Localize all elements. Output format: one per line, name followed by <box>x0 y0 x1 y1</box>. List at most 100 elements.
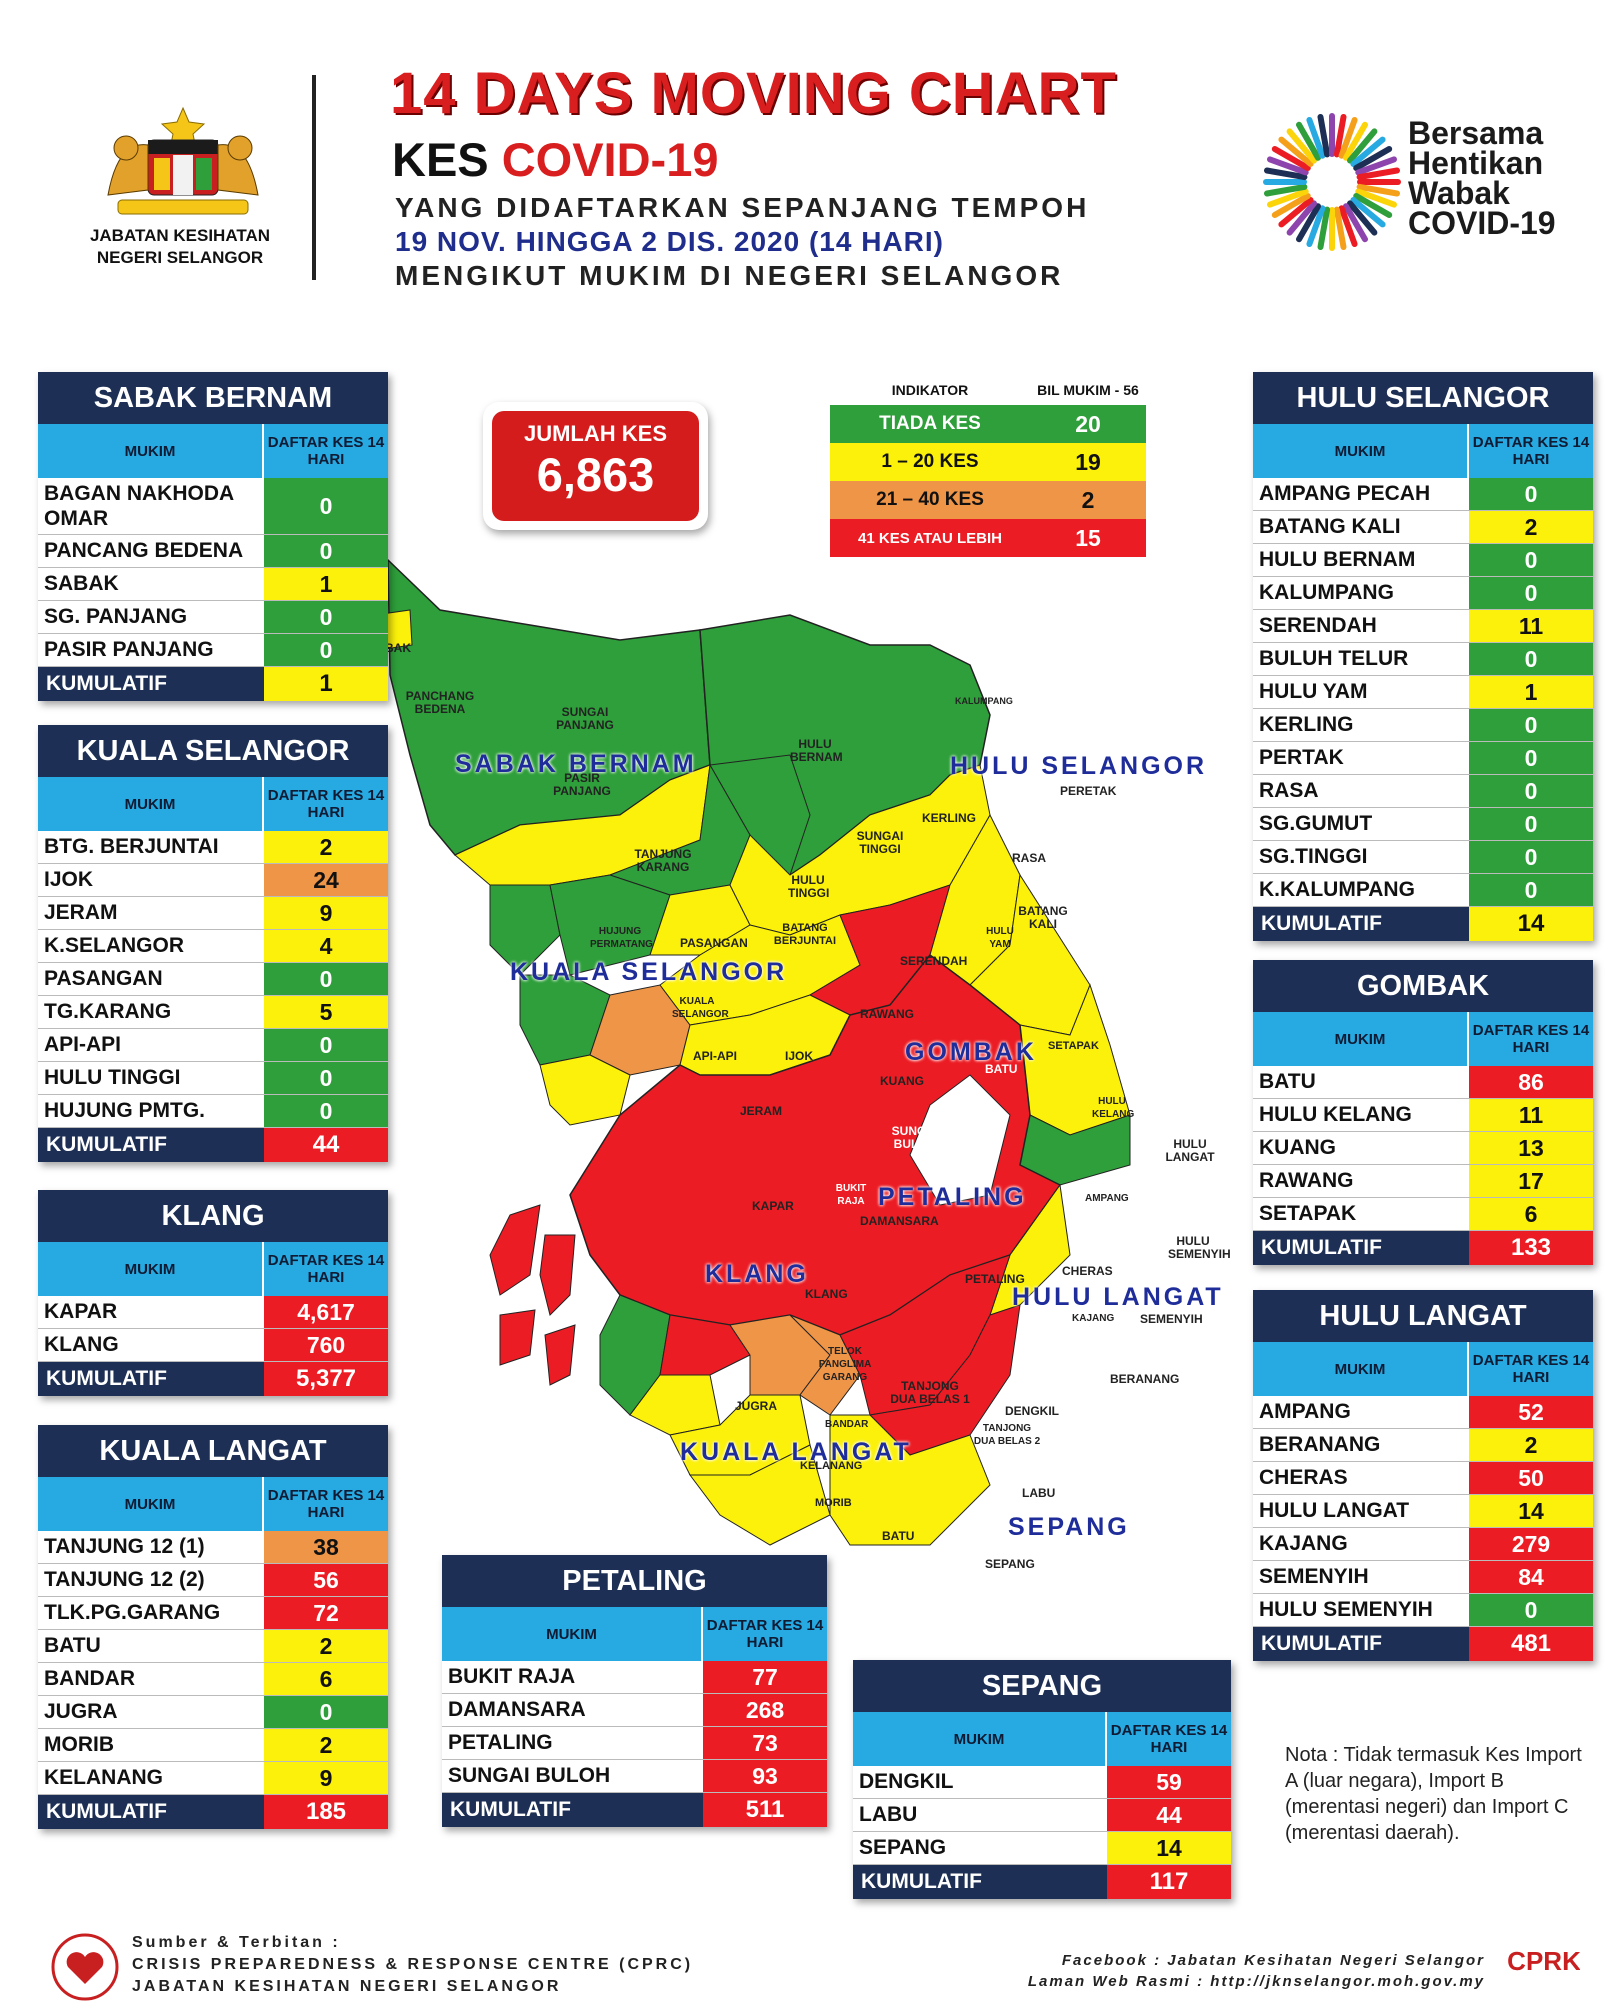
case-count: 0 <box>1469 841 1593 873</box>
column-mukim: MUKIM <box>38 1242 264 1296</box>
table-row: TANJUNG 12 (2) 56 <box>38 1564 388 1597</box>
table-row: SEMENYIH 84 <box>1253 1561 1593 1594</box>
table-row: IJOK 24 <box>38 864 388 897</box>
map-mukim-label: BATU <box>985 1062 1018 1076</box>
map-mukim-label: BAK <box>385 641 411 655</box>
case-count: 14 <box>1469 1495 1593 1527</box>
subtitle-kes: KES <box>392 133 489 186</box>
map-mukim-label: HULU BERNAM <box>790 737 843 764</box>
case-count: 9 <box>264 1762 388 1794</box>
district-title: KLANG <box>38 1190 388 1242</box>
district-table-hulu-langat: HULU LANGAT MUKIM DAFTAR KES 14 HARI AMPANG… <box>1253 1290 1593 1661</box>
mukim-name: SUNGAI BULOH <box>448 1764 611 1787</box>
mukim-name: MORIB <box>44 1733 114 1756</box>
table-row: BUKIT RAJA 77 <box>442 1661 827 1694</box>
mukim-name: API-API <box>44 1033 122 1056</box>
table-row: BATANG KALI 2 <box>1253 511 1593 544</box>
map-label-sabak-bernam: SABAK BERNAM <box>455 750 697 778</box>
table-row: BAGAN NAKHODA OMAR 0 <box>38 478 388 535</box>
period-dates: 19 NOV. HINGGA 2 DIS. 2020 (14 HARI) <box>395 226 944 257</box>
kumulatif-row: KUMULATIF 1 <box>38 667 388 701</box>
district-title: HULU LANGAT <box>1253 1290 1593 1342</box>
case-count: 93 <box>703 1760 827 1792</box>
case-count: 59 <box>1107 1766 1231 1798</box>
table-row: HULU LANGAT 14 <box>1253 1495 1593 1528</box>
map-mukim-label: HULU SEMENYIH <box>1168 1234 1231 1261</box>
table-row: PETALING 73 <box>442 1727 827 1760</box>
district-table-gombak: GOMBAK MUKIM DAFTAR KES 14 HARI BATU 86 HULU … <box>1253 960 1593 1265</box>
website-link[interactable]: Laman Web Rasmi : http://jknselangor.moh… <box>1027 1973 1485 1990</box>
contact-block: Facebook : Jabatan Kesihatan Negeri Sela… <box>935 1950 1485 1992</box>
table-header: MUKIM DAFTAR KES 14 HARI <box>853 1712 1231 1766</box>
case-count: 11 <box>1469 610 1593 642</box>
map-mukim-label: RASA <box>1012 851 1047 865</box>
case-count: 86 <box>1469 1066 1593 1098</box>
case-count: 0 <box>264 634 388 666</box>
indicator-row: 21 – 40 KES 2 <box>830 481 1146 519</box>
mukim-name: KAPAR <box>44 1300 118 1323</box>
kumulatif-value: 185 <box>264 1795 388 1829</box>
table-row: HULU SEMENYIH 0 <box>1253 1594 1593 1627</box>
case-count: 52 <box>1469 1396 1593 1428</box>
column-daftar-kes: DAFTAR KES 14 HARI <box>1472 1022 1590 1056</box>
table-row: KAPAR 4,617 <box>38 1296 388 1329</box>
kumulatif-label: KUMULATIF <box>1261 1236 1382 1259</box>
mukim-name: HULU SEMENYIH <box>1259 1598 1433 1621</box>
table-row: JERAM 9 <box>38 897 388 930</box>
table-row: CHERAS 50 <box>1253 1462 1593 1495</box>
mukim-name: HULU YAM <box>1259 680 1368 703</box>
mukim-name: BANDAR <box>44 1667 135 1690</box>
map-label-kuala-langat: KUALA LANGAT <box>680 1438 912 1466</box>
table-row: SABAK 1 <box>38 568 388 601</box>
kumulatif-label: KUMULATIF <box>450 1798 571 1821</box>
kumulatif-value: 481 <box>1469 1627 1593 1661</box>
kumulatif-row: KUMULATIF 481 <box>1253 1627 1593 1661</box>
map-mukim-label: HULU LANGAT <box>1165 1137 1215 1164</box>
table-row: TANJUNG 12 (1) 38 <box>38 1531 388 1564</box>
table-row: SG. PANJANG 0 <box>38 601 388 634</box>
case-count: 11 <box>1469 1099 1593 1131</box>
table-row: SG.GUMUT 0 <box>1253 808 1593 841</box>
mukim-name: PERTAK <box>1259 746 1344 769</box>
case-count: 50 <box>1469 1462 1593 1494</box>
total-cases-box: JUMLAH KES 6,863 <box>483 402 708 530</box>
map-mukim-label: HULU TINGGI <box>788 873 830 900</box>
mukim-name: TANJUNG 12 (2) <box>44 1568 205 1591</box>
indicator-count: 2 <box>1081 486 1095 513</box>
case-count: 2 <box>1469 511 1593 543</box>
kumulatif-value: 14 <box>1469 907 1593 941</box>
column-daftar-kes: DAFTAR KES 14 HARI <box>706 1617 824 1651</box>
kumulatif-label: KUMULATIF <box>46 1133 167 1156</box>
mukim-name: PANCANG BEDENA <box>44 539 244 562</box>
table-row: BATU 2 <box>38 1630 388 1663</box>
table-row: TLK.PG.GARANG 72 <box>38 1597 388 1630</box>
table-row: PERTAK 0 <box>1253 742 1593 775</box>
kumulatif-row: KUMULATIF 133 <box>1253 1231 1593 1265</box>
table-header: MUKIM DAFTAR KES 14 HARI <box>38 424 388 478</box>
facebook-link[interactable]: Facebook : Jabatan Kesihatan Negeri Sela… <box>1061 1952 1485 1969</box>
indicator-count: 15 <box>1075 524 1101 551</box>
map-mukim-label: TANJONG DUA BELAS 1 <box>890 1379 970 1406</box>
mukim-name: K.KALUMPANG <box>1259 878 1415 901</box>
map-klang-island <box>489 1204 541 1296</box>
mukim-name: HULU TINGGI <box>44 1066 181 1089</box>
mukim-name: AMPANG PECAH <box>1259 482 1431 505</box>
column-daftar-kes: DAFTAR KES 14 HARI <box>1472 434 1590 468</box>
map-label-gombak: GOMBAK <box>905 1038 1037 1066</box>
map-mukim-label: JUGRA <box>735 1399 778 1413</box>
kumulatif-label: KUMULATIF <box>46 1800 167 1823</box>
indicator-row: 1 – 20 KES 19 <box>830 443 1146 481</box>
campaign-line: Hentikan <box>1408 145 1544 181</box>
subtitle-covid: COVID-19 <box>501 133 719 186</box>
table-header: MUKIM DAFTAR KES 14 HARI <box>442 1607 827 1661</box>
map-mukim-label: PETALING <box>965 1272 1025 1286</box>
kumulatif-value: 1 <box>264 667 388 701</box>
table-row: SEPANG 14 <box>853 1832 1231 1865</box>
cprc-logo-icon: CPRK <box>1508 1946 1580 1976</box>
map-mukim-sepang <box>829 1414 991 1546</box>
case-count: 4 <box>264 930 388 962</box>
table-row: SUNGAI BULOH 93 <box>442 1760 827 1793</box>
mukim-name: LABU <box>859 1803 918 1826</box>
map-mukim-label: KERLING <box>922 811 976 825</box>
mukim-name: PASIR PANJANG <box>44 638 214 661</box>
